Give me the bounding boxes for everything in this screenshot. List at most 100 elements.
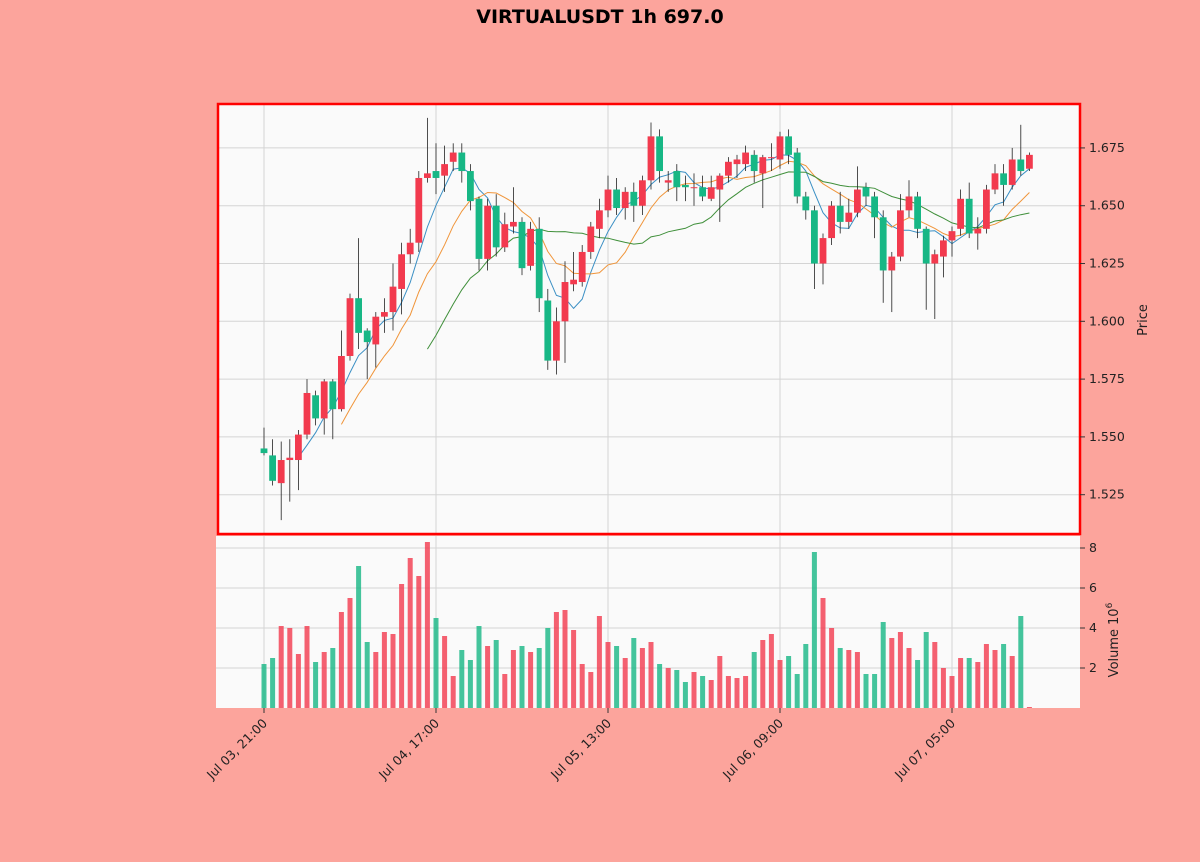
volume-bar xyxy=(485,646,491,708)
candle-down xyxy=(785,136,792,155)
volume-bar xyxy=(648,642,654,708)
volume-bar xyxy=(545,628,551,708)
candle-down xyxy=(802,196,810,211)
volume-bar xyxy=(906,648,912,708)
volume-bar xyxy=(734,678,740,708)
candle-down xyxy=(467,171,474,202)
price-tick-label: 1.675 xyxy=(1089,140,1125,155)
price-panel-border xyxy=(216,102,1082,536)
volume-bar xyxy=(863,674,869,708)
candle-up xyxy=(974,228,982,234)
volume-bar xyxy=(880,622,886,708)
candle-down xyxy=(1000,173,1007,185)
volume-bar xyxy=(915,660,921,708)
volume-tick-label: 4 xyxy=(1089,620,1097,635)
volume-bar xyxy=(940,668,946,708)
time-tick-label: Jul 04, 17:00 xyxy=(375,715,442,782)
volume-bars xyxy=(261,542,1032,708)
volume-bar xyxy=(614,646,620,708)
candle-up xyxy=(621,191,629,209)
volume-bar xyxy=(622,658,628,708)
volume-tick-label: 8 xyxy=(1089,540,1097,555)
candle-up xyxy=(604,189,612,211)
volume-bar xyxy=(287,628,293,708)
volume-bar xyxy=(424,542,430,708)
volume-bar xyxy=(596,616,602,708)
volume-bar xyxy=(442,636,448,708)
candle-up xyxy=(406,242,414,255)
volume-bar xyxy=(700,676,706,708)
candle-down xyxy=(518,221,526,269)
candle-up xyxy=(338,355,345,410)
candle-up xyxy=(828,205,835,239)
candle-down xyxy=(329,381,337,410)
volume-bar xyxy=(519,646,525,708)
volume-bar xyxy=(433,618,439,708)
volume-bar xyxy=(295,654,301,708)
volume-bar xyxy=(829,628,835,708)
candle-up xyxy=(381,312,388,317)
volume-bar xyxy=(450,676,456,708)
volume-bar xyxy=(1001,644,1007,708)
candle-up xyxy=(905,196,913,211)
volume-unit-exponent: 6 xyxy=(1105,602,1115,608)
candle-up xyxy=(320,381,328,419)
volume-bar xyxy=(725,676,731,708)
volume-bar xyxy=(975,662,981,708)
volume-bar xyxy=(1026,707,1032,708)
candle-up xyxy=(415,177,423,243)
candle-up xyxy=(295,434,302,461)
candle-up xyxy=(561,282,569,322)
volume-bar xyxy=(278,626,284,708)
candle-up xyxy=(372,316,380,345)
candle-up xyxy=(768,157,775,159)
candle-down xyxy=(914,196,921,229)
chart-title: VIRTUALUSDT 1h 697.0 xyxy=(476,6,723,28)
volume-bar xyxy=(958,658,964,708)
volume-bar xyxy=(381,632,387,708)
volume-bar xyxy=(889,638,895,708)
volume-bar xyxy=(510,650,516,708)
time-tick-label: Jul 07, 05:00 xyxy=(891,715,958,782)
candle-up xyxy=(286,457,294,461)
volume-bar xyxy=(674,670,680,708)
volume-bar xyxy=(854,652,860,708)
candle-up xyxy=(596,210,603,229)
volume-bar xyxy=(820,598,826,708)
volume-bar xyxy=(708,680,714,708)
volume-bar xyxy=(338,612,344,708)
time-tick-label: Jul 03, 21:00 xyxy=(203,715,270,782)
candle-down xyxy=(613,189,620,209)
candle-up xyxy=(690,187,698,189)
volume-bar xyxy=(949,676,955,708)
candle-down xyxy=(922,228,930,264)
volume-bar xyxy=(588,672,594,708)
volume-bar xyxy=(751,652,757,708)
candle-up xyxy=(742,152,749,165)
volume-bar xyxy=(330,648,336,708)
candle-down xyxy=(793,152,801,197)
candle-down xyxy=(312,395,319,419)
candle-up xyxy=(587,226,595,252)
candle-up xyxy=(578,251,586,283)
volume-bar xyxy=(356,566,362,708)
volume-bar xyxy=(1009,656,1015,708)
volume-bar xyxy=(682,682,688,708)
volume-bar xyxy=(992,650,998,708)
candle-down xyxy=(811,210,818,264)
volume-bar xyxy=(966,658,972,708)
volume-bar xyxy=(467,660,473,708)
candle-up xyxy=(776,136,784,160)
volume-bar xyxy=(665,668,671,708)
candle-up xyxy=(725,161,732,176)
candle-up xyxy=(991,173,999,190)
volume-bar xyxy=(399,584,405,708)
volume-bar xyxy=(777,660,783,708)
candle-down xyxy=(965,198,973,234)
candle-up xyxy=(940,240,947,257)
volume-bar xyxy=(313,662,319,708)
volume-bar xyxy=(373,652,379,708)
candle-up xyxy=(948,231,956,241)
candle-down xyxy=(673,171,681,188)
candle-up xyxy=(398,254,405,289)
